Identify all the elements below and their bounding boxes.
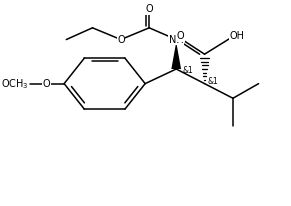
Text: OCH$_3$: OCH$_3$	[1, 77, 29, 90]
Text: O: O	[146, 4, 153, 14]
Text: NH: NH	[169, 35, 184, 44]
Polygon shape	[171, 42, 181, 69]
Text: &1: &1	[207, 77, 218, 86]
Text: O: O	[117, 35, 125, 44]
Text: &1: &1	[182, 66, 193, 75]
Text: O: O	[176, 31, 184, 41]
Text: OH: OH	[230, 31, 244, 41]
Text: O: O	[43, 79, 50, 89]
